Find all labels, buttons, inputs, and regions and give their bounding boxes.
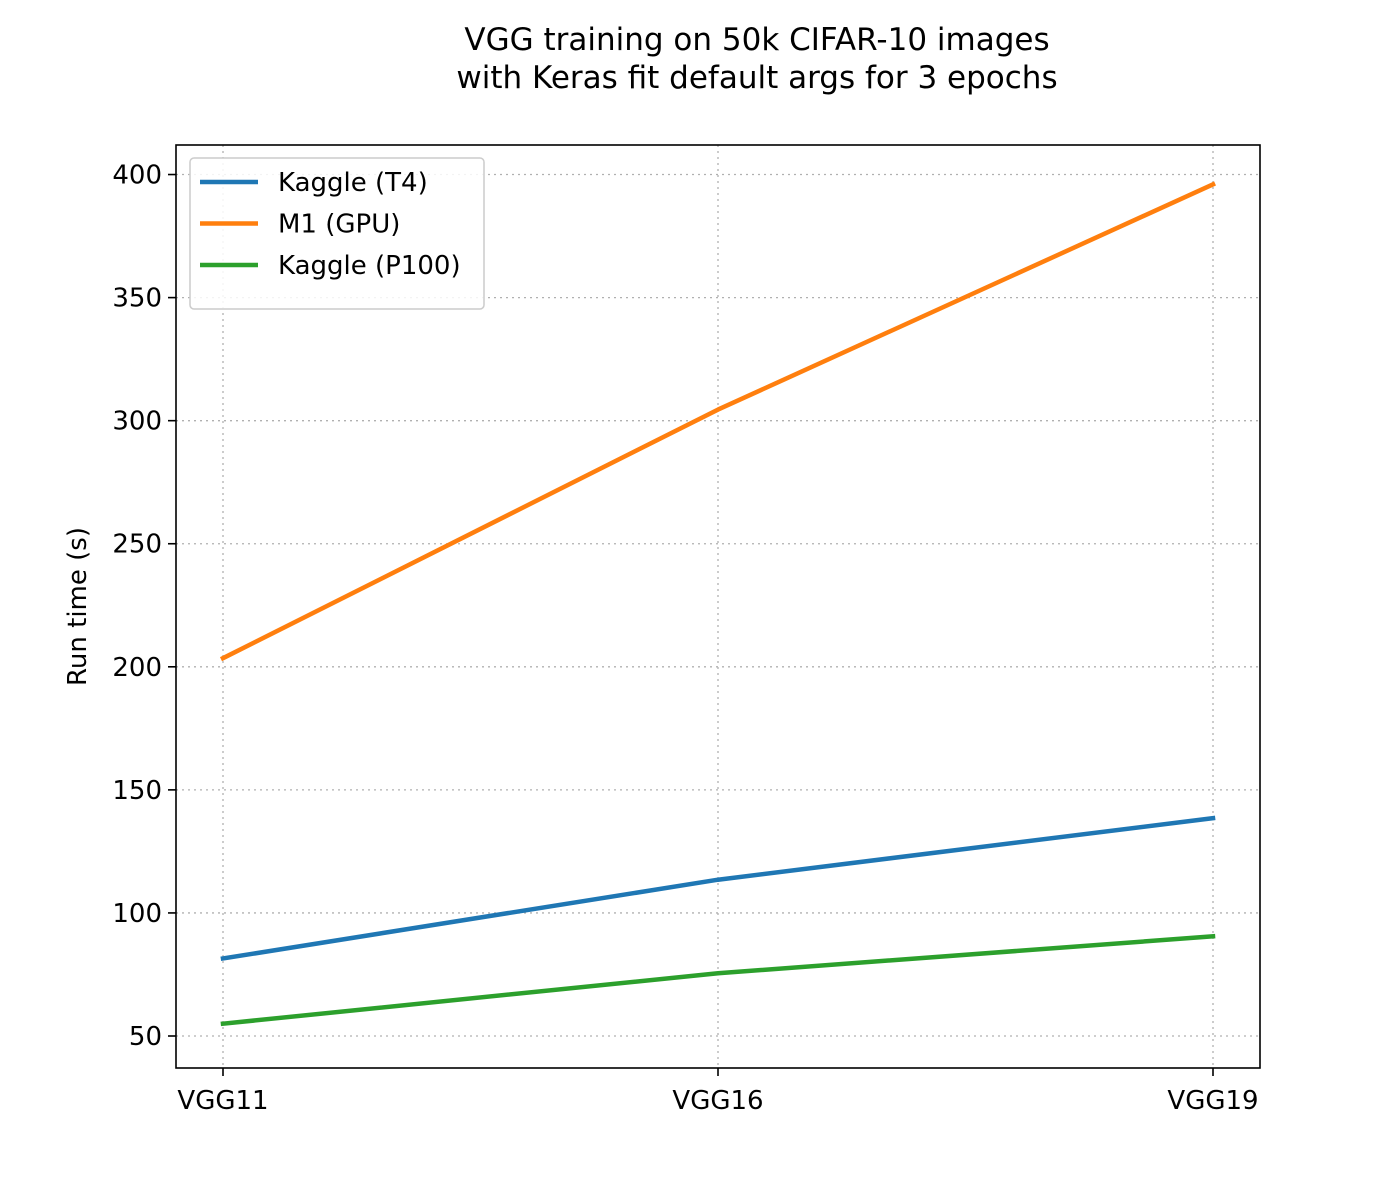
y-tick-label: 150 [112, 776, 162, 806]
chart-title-line-1: VGG training on 50k CIFAR-10 images [464, 22, 1049, 58]
y-tick-label: 400 [112, 161, 162, 191]
y-tick-label: 100 [112, 899, 162, 929]
series-line-1 [219, 181, 1216, 662]
chart-title: VGG training on 50k CIFAR-10 images with… [456, 22, 1057, 96]
y-tick-label: 350 [112, 284, 162, 314]
x-tick-label: VGG11 [177, 1086, 268, 1116]
y-tick-label: 200 [112, 653, 162, 683]
series-lines [219, 181, 1216, 1027]
series-line-2 [220, 933, 1216, 1027]
x-tick-label: VGG19 [1167, 1086, 1258, 1116]
axis-ticks: VGG11 VGG16 VGG19 50 100 150 200 250 300 350 400 [112, 161, 1258, 1116]
legend-label-0: Kaggle (T4) [278, 168, 428, 198]
legend-label-1: M1 (GPU) [278, 210, 400, 240]
x-tick-label: VGG16 [672, 1086, 763, 1116]
legend-label-2: Kaggle (P100) [278, 251, 461, 281]
y-tick-label: 250 [112, 530, 162, 560]
chart-title-line-2: with Keras fit default args for 3 epochs [456, 60, 1057, 96]
series-line-0 [220, 815, 1216, 962]
y-tick-label: 50 [129, 1022, 162, 1052]
y-axis-label: Run time (s) [63, 527, 93, 686]
legend: Kaggle (T4) M1 (GPU) Kaggle (P100) [189, 157, 485, 310]
legend-box [189, 157, 485, 310]
y-tick-label: 300 [112, 407, 162, 437]
